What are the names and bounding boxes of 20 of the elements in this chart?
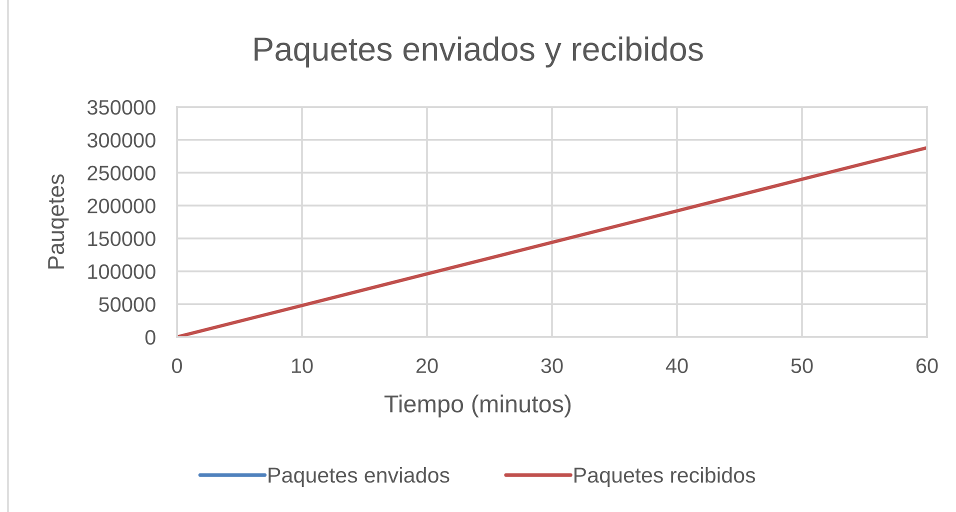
x-tick-label: 0 <box>172 358 182 374</box>
x-tick-label: 60 <box>916 358 938 374</box>
x-tick-label: 50 <box>791 358 813 374</box>
x-tick-label: 30 <box>541 358 563 374</box>
legend-label: Paquetes enviados <box>268 466 450 488</box>
y-tick-label: 350000 <box>87 100 156 115</box>
x-tick-label: 10 <box>292 358 313 374</box>
y-tick-label: 150000 <box>88 231 156 246</box>
y-tick-label: 250000 <box>88 166 156 180</box>
y-tick-label: 100000 <box>88 264 156 280</box>
x-axis-title: Tiempo (minutos) <box>384 394 571 418</box>
y-tick-label: 50000 <box>99 297 156 312</box>
y-tick-label: 300000 <box>87 132 156 148</box>
x-tick-label: 40 <box>666 358 688 374</box>
x-tick-label: 20 <box>416 358 438 374</box>
legend-label: Paquetes recibidos <box>574 466 756 488</box>
chart-title: Paquetes enviados y recibidos <box>254 36 703 68</box>
y-tick-label: 200000 <box>88 198 156 214</box>
y-tick-label: 0 <box>145 330 156 345</box>
y-axis-title: Pauqetes <box>48 174 69 269</box>
